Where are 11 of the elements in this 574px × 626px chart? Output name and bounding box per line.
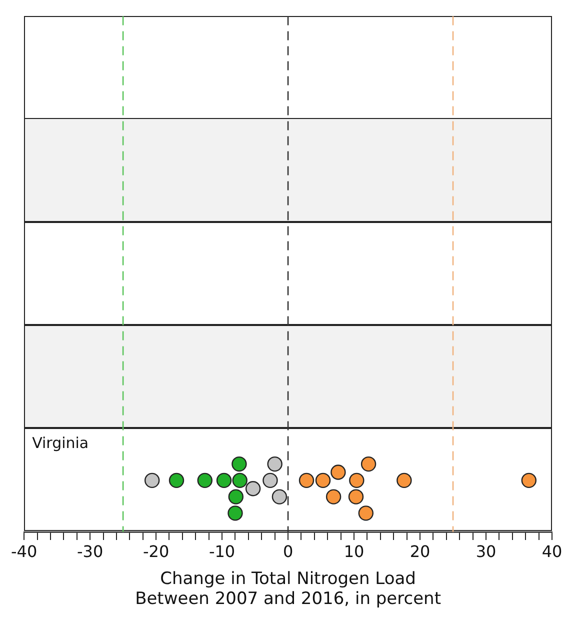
y-tick-label: Virginia	[32, 434, 89, 452]
x-tick-label: 10	[344, 542, 364, 561]
x-tick-label: -20	[142, 542, 170, 561]
x-tick-label: 0	[282, 542, 294, 561]
x-axis-title: Change in Total Nitrogen Load Between 2007 and 2016, in percent	[135, 568, 442, 610]
x-tick-label: -30	[76, 542, 104, 561]
x-tick-label: 20	[410, 542, 430, 561]
x-tick-label: -10	[208, 542, 236, 561]
x-tick-label: 30	[476, 542, 496, 561]
x-tick-label: 40	[542, 542, 562, 561]
x-tick-label: -40	[10, 542, 38, 561]
